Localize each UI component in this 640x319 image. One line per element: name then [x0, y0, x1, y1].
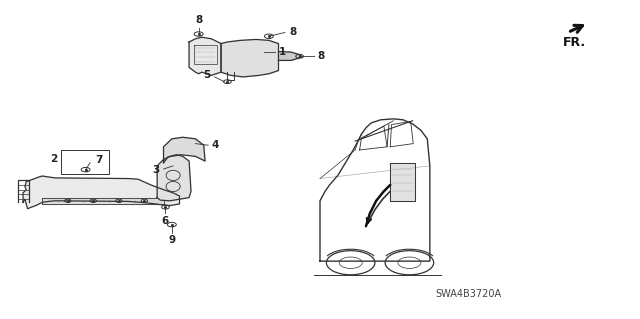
Text: 4: 4 [211, 140, 219, 150]
Polygon shape [278, 51, 300, 60]
Polygon shape [23, 176, 179, 209]
Text: 7: 7 [95, 155, 102, 165]
Polygon shape [189, 37, 221, 75]
Text: 3: 3 [152, 165, 159, 175]
Text: SWA4B3720A: SWA4B3720A [435, 289, 501, 300]
Polygon shape [221, 40, 278, 77]
Text: 5: 5 [203, 70, 210, 80]
Text: 8: 8 [195, 15, 202, 26]
Polygon shape [42, 197, 164, 204]
Text: 6: 6 [162, 216, 169, 226]
Text: 8: 8 [317, 51, 324, 61]
Text: FR.: FR. [563, 36, 586, 48]
Text: 1: 1 [279, 47, 286, 56]
Polygon shape [157, 155, 191, 201]
Bar [61, 150, 109, 174]
Polygon shape [390, 163, 415, 201]
Text: 9: 9 [168, 235, 175, 245]
Text: 2: 2 [50, 154, 57, 165]
Polygon shape [164, 137, 205, 163]
Text: 8: 8 [289, 27, 296, 37]
